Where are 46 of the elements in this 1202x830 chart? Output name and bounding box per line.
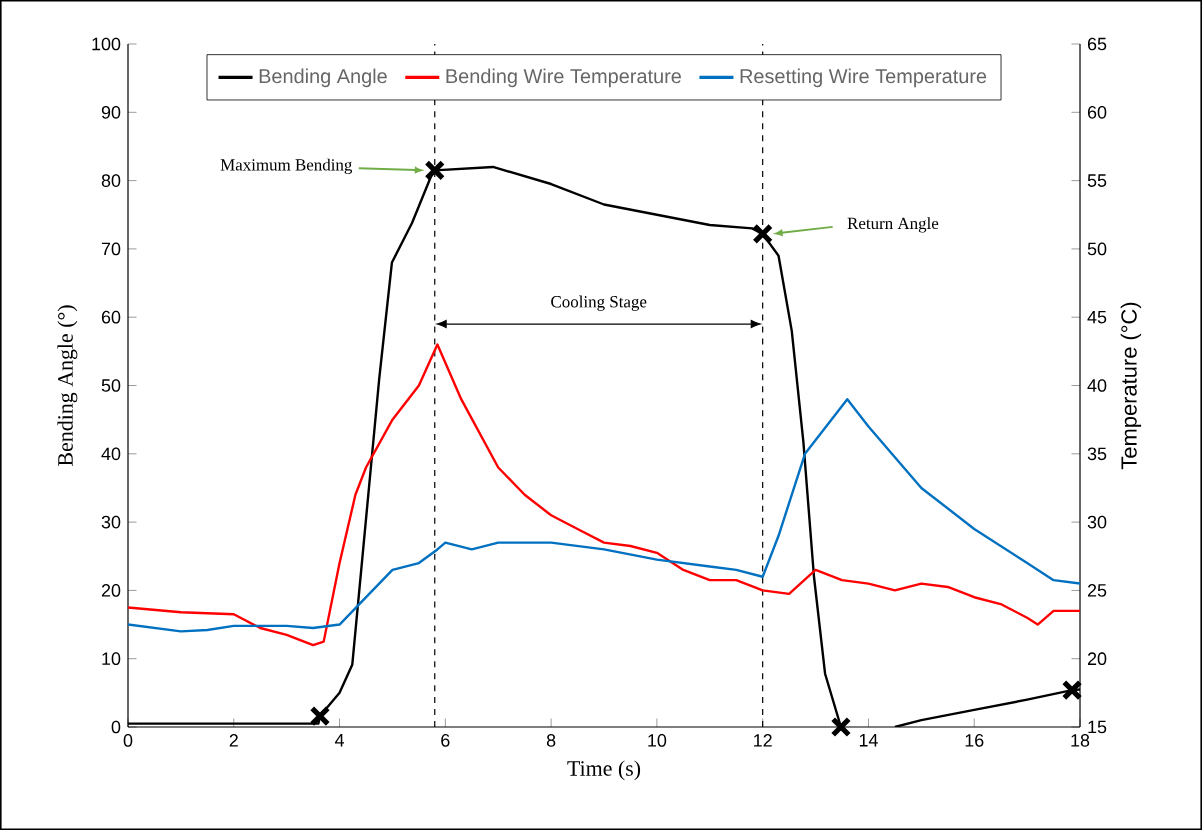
y2-tick-label: 30: [1087, 515, 1107, 529]
y-tick-label: 10: [102, 652, 121, 666]
y2-axis-title: Temperature (°C): [1120, 302, 1142, 470]
y-tick-label: 100: [92, 37, 121, 51]
y-tick-label: 0: [111, 720, 121, 734]
y2-tick-label: 15: [1088, 720, 1107, 734]
x-axis-title: Time (s): [567, 760, 641, 781]
x-tick-label: 16: [965, 734, 984, 747]
y-axis-title: Bending Angle (°): [57, 305, 78, 466]
y-tick-label: 30: [101, 515, 121, 529]
x-tick-label: 8: [546, 734, 556, 747]
point: [752, 223, 774, 245]
point: [830, 716, 852, 738]
annotation: Maximum Bending: [220, 158, 353, 175]
y-tick-label: 40: [101, 447, 121, 461]
x-tick-label: 18: [1071, 734, 1090, 747]
point: [424, 160, 446, 181]
legend-label: Bending Angle: [259, 68, 387, 88]
y2-tick-label: 35: [1087, 447, 1107, 461]
y2-tick-label: 25: [1087, 584, 1107, 597]
y-tick-label: 50: [101, 379, 121, 392]
y-tick-label: 20: [101, 584, 121, 597]
y2-tick-label: 45: [1087, 310, 1107, 324]
line-series: [128, 343, 1081, 647]
y2-tick-label: 40: [1087, 379, 1107, 392]
annotation: Return Angle: [847, 217, 939, 233]
y2-tick-label: 65: [1087, 37, 1107, 51]
x-tick-label: 0: [123, 734, 133, 747]
y-tick-label: 90: [101, 105, 121, 119]
y2-tick-label: 50: [1087, 242, 1107, 256]
y2-tick-label: 60: [1087, 105, 1107, 119]
legend-label: Resetting Wire Temperature: [740, 68, 987, 88]
y-tick-label: 60: [101, 310, 121, 324]
x-tick-label: 12: [754, 734, 772, 747]
x-tick-label: 4: [334, 734, 345, 747]
x-tick-label: 10: [648, 734, 667, 747]
y2-tick-label: 20: [1087, 652, 1107, 666]
x-tick-label: 14: [859, 734, 878, 747]
x-tick-label: 2: [229, 734, 238, 747]
legend-label: Bending Wire Temperature: [446, 68, 681, 88]
annotation: Cooling Stage: [551, 295, 647, 311]
x-tick-label: 6: [441, 734, 450, 747]
point: [309, 705, 331, 727]
y-tick-label: 80: [101, 174, 121, 187]
y-tick-label: 70: [101, 242, 121, 256]
y2-tick-label: 55: [1087, 174, 1107, 187]
